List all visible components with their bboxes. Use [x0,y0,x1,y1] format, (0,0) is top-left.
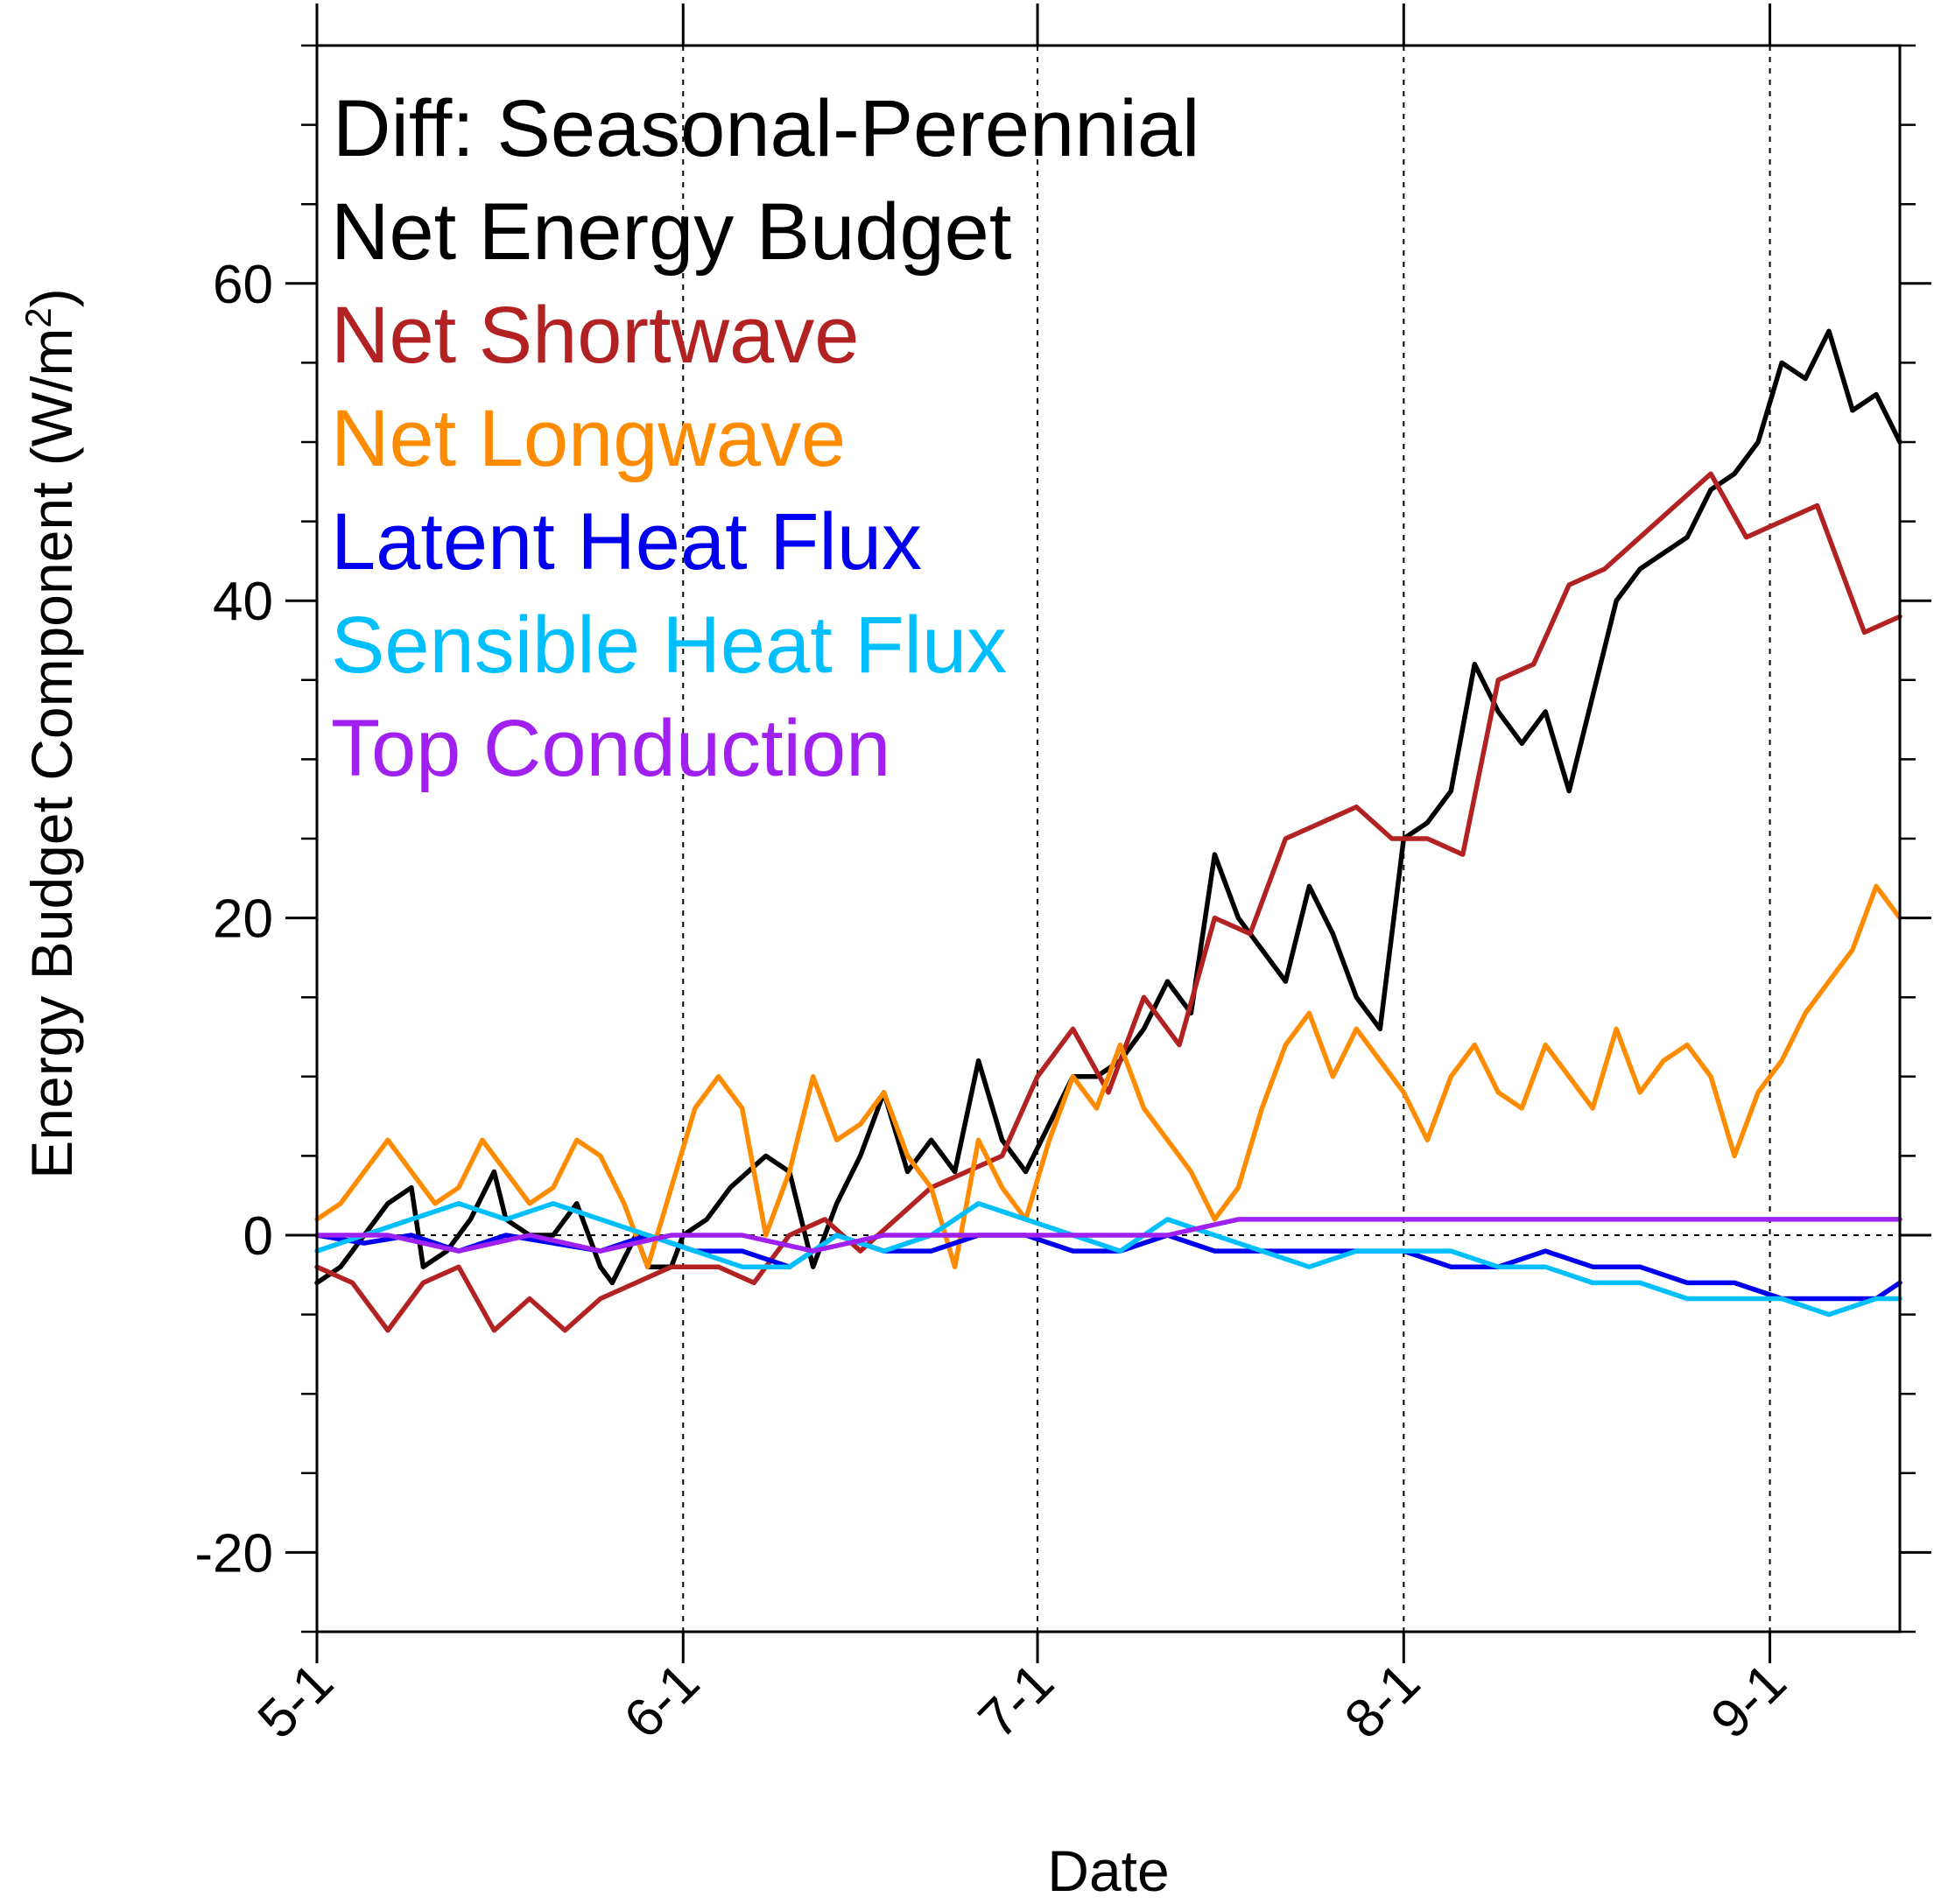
legend-layer: Diff: Seasonal-Perennial Net Energy Budge… [331,84,1199,793]
x-tick-label: 6-1 [613,1652,711,1750]
y-axis-title: Energy Budget Component (W/m2) [18,288,84,1178]
y-tick-label: 20 [213,889,273,950]
series-line-net-energy-budget [314,328,1902,1286]
legend-entry: Net Longwave [331,394,846,483]
x-tick-label: 9-1 [1699,1652,1797,1750]
series-layer [314,328,1902,1333]
y-tick-label: 40 [213,572,273,632]
y-axis-title-sup: 2 [18,307,59,327]
y-tick-label: -20 [194,1523,273,1584]
legend-entry: Latent Heat Flux [331,497,922,587]
y-tick-label: 0 [243,1206,273,1267]
series-line-sensible-heat-flux [314,1201,1902,1317]
x-tick-label: 5-1 [247,1652,345,1750]
grid-layer [317,46,1900,1632]
legend-entry: Top Conduction [331,704,890,793]
x-tick-label: 8-1 [1333,1652,1431,1750]
x-axis-title: Date [1047,1838,1169,1903]
legend-entry: Net Shortwave [331,291,859,380]
plot-frame [315,44,1902,1634]
legend-entry: Net Energy Budget [331,187,1011,277]
x-tick-label: 7-1 [967,1652,1065,1750]
series-line-net-longwave [314,883,1902,1269]
y-axis-title-main: Energy Budget Component (W/m [19,328,84,1179]
y-tick-label: 60 [213,255,273,315]
legend-entry: Sensible Heat Flux [331,601,1007,690]
series-line-net-shortwave [314,471,1902,1333]
chart-title: Diff: Seasonal-Perennial [333,84,1199,173]
y-axis-title-end: ) [19,288,84,307]
series-line-top-conduction [314,1217,1902,1254]
